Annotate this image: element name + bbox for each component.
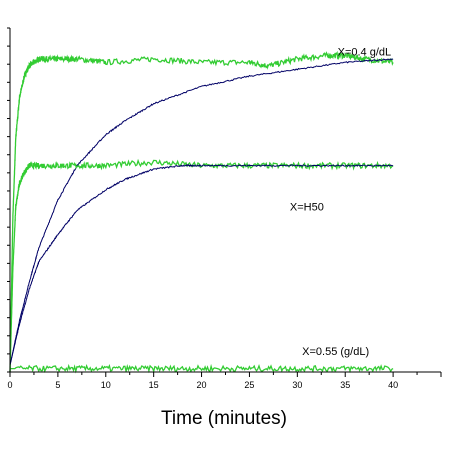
x-tick-label: 20 — [197, 380, 207, 390]
annotation-x04: X=0.4 g/dL — [338, 47, 392, 59]
x-tick-label: 25 — [244, 380, 254, 390]
annotation-xh50: X=H50 — [290, 201, 324, 213]
x-axis-title: Time (minutes) — [161, 408, 287, 429]
series-line-3 — [9, 158, 394, 373]
x-tick-label: 35 — [340, 380, 350, 390]
x-tick-label: 30 — [292, 380, 302, 390]
axes — [9, 28, 441, 373]
x-tick-label: 40 — [388, 380, 398, 390]
annotations: X=0.4 g/dL X=H50 X=0.55 (g/dL) — [290, 47, 391, 358]
series-line-1 — [9, 50, 394, 373]
x-tick-label: 0 — [7, 380, 12, 390]
x-tick-label: 15 — [149, 380, 159, 390]
x-tick-label: 10 — [101, 380, 111, 390]
annotation-x055: X=0.55 (g/dL) — [302, 346, 369, 358]
series-line-5 — [10, 363, 394, 374]
series-layer — [9, 50, 394, 374]
ticks: 0 5 10 15 20 25 30 35 40 — [7, 27, 442, 390]
series-line-2 — [9, 58, 394, 366]
series-line-4 — [9, 164, 394, 366]
x-tick-label: 5 — [55, 380, 60, 390]
